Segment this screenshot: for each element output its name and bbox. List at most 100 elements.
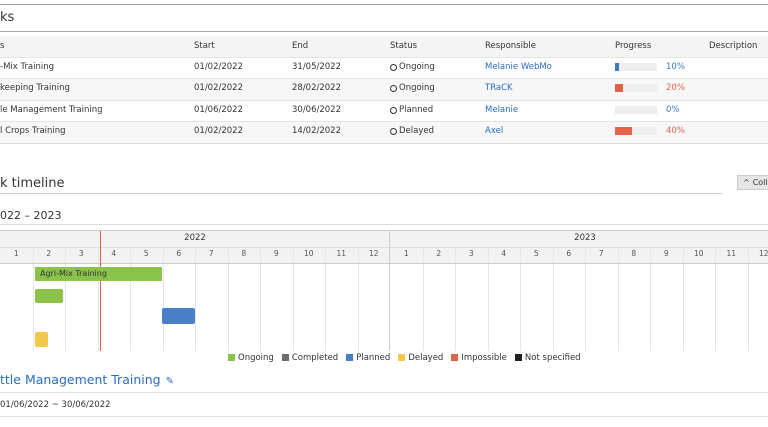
responsible-link[interactable]: TRaCK <box>485 83 513 94</box>
month-divider <box>715 247 716 351</box>
progress-label: 40% <box>666 125 685 136</box>
progress-track <box>615 105 657 114</box>
column-header: End <box>292 41 309 51</box>
cell-start: 01/06/2022 <box>194 104 243 115</box>
divider <box>0 224 768 225</box>
month-label: 9 <box>273 249 279 258</box>
month-label: 10 <box>693 249 704 258</box>
month-label: 2 <box>46 249 52 258</box>
month-label: 1 <box>403 249 409 258</box>
month-divider <box>552 247 554 351</box>
responsible-link[interactable]: Axel <box>485 125 504 136</box>
month-label: 8 <box>241 249 247 258</box>
legend-label: Planned <box>356 353 391 363</box>
cell-status: Ongoing <box>399 83 435 94</box>
header-divider <box>0 263 768 264</box>
today-line <box>100 231 101 351</box>
column-header: Status <box>390 41 418 51</box>
collapse-label: Colla <box>752 178 768 187</box>
month-divider <box>65 247 66 351</box>
column-header: Description <box>709 41 758 51</box>
row-border <box>0 99 768 101</box>
responsible-link[interactable]: Melanie WebMo <box>485 62 552 72</box>
legend-label: Completed <box>291 353 339 363</box>
month-label: 1 <box>13 249 19 258</box>
month-label: 9 <box>663 249 669 258</box>
month-divider <box>617 247 619 351</box>
cell-status: Delayed <box>399 125 435 136</box>
month-label: 5 <box>533 249 539 258</box>
row-border <box>0 78 768 80</box>
month-divider <box>357 247 359 351</box>
divider <box>0 143 768 144</box>
cell-start: 01/02/2022 <box>194 83 243 94</box>
legend-label: Impossible <box>461 353 507 363</box>
legend-label: Delayed <box>408 353 444 363</box>
divider <box>0 416 768 417</box>
cell-start: 01/02/2022 <box>194 125 243 136</box>
month-label: 6 <box>176 249 182 258</box>
detail-title[interactable]: ttle Management Training ✎ <box>0 372 174 387</box>
month-divider <box>162 247 164 351</box>
legend-swatch <box>281 354 289 361</box>
task-bar[interactable]: Agri-Mix Training <box>35 267 162 281</box>
status-icon <box>390 85 397 93</box>
month-label: 4 <box>501 249 507 258</box>
month-label: 3 <box>78 249 84 258</box>
month-divider <box>650 247 651 351</box>
progress-bar <box>615 126 632 135</box>
month-label: 11 <box>336 249 347 258</box>
month-label: 12 <box>368 249 379 258</box>
status-icon <box>390 106 397 114</box>
collapse-button[interactable]: ^Colla <box>737 175 768 190</box>
cell-start: 01/02/2022 <box>194 62 243 72</box>
cell-end: 14/02/2022 <box>292 125 341 136</box>
month-label: 5 <box>143 249 149 258</box>
month-label: 3 <box>468 249 474 258</box>
cell-status: Planned <box>399 104 434 115</box>
table-header <box>0 36 768 57</box>
month-label: 11 <box>726 249 737 258</box>
month-divider <box>130 247 131 351</box>
progress-track <box>615 63 657 71</box>
responsible-link[interactable]: Melanie <box>485 104 519 115</box>
legend-swatch <box>451 354 459 361</box>
divider <box>0 193 722 194</box>
month-label: 10 <box>303 249 314 258</box>
cell-task: -Mix Training <box>0 62 55 72</box>
timeline-title: k timeline <box>0 176 65 191</box>
row-border <box>0 57 768 58</box>
month-divider <box>747 247 749 351</box>
month-divider <box>32 247 34 351</box>
cell-status: Ongoing <box>399 62 435 72</box>
task-marker[interactable] <box>35 289 63 303</box>
month-divider <box>585 247 586 351</box>
month-divider <box>455 247 456 351</box>
progress-bar <box>615 63 620 71</box>
progress-track <box>615 84 657 93</box>
detail-separator: ~ <box>51 400 59 410</box>
detail-title-text: ttle Management Training <box>0 372 161 387</box>
progress-label: 20% <box>666 83 685 94</box>
section-title: ks <box>0 10 15 25</box>
progress-label: 10% <box>666 62 685 72</box>
cell-task: le Management Training <box>0 104 103 115</box>
year-divider <box>389 231 390 351</box>
month-label: 7 <box>598 249 604 258</box>
header-divider <box>0 247 768 248</box>
column-header: Start <box>194 41 215 51</box>
divider <box>0 31 768 32</box>
progress-track <box>615 126 657 135</box>
month-divider <box>682 247 684 351</box>
legend-swatch <box>346 354 354 361</box>
detail-dates: 01/06/2022 ~ 30/06/2022 <box>0 400 111 410</box>
month-label: 8 <box>631 249 637 258</box>
progress-label: 0% <box>666 104 680 115</box>
cell-end: 31/05/2022 <box>292 62 341 72</box>
legend-label: Ongoing <box>238 353 274 363</box>
timeline-range: 022 – 2023 <box>0 209 62 222</box>
task-marker[interactable] <box>162 308 195 324</box>
detail-start: 01/06/2022 <box>0 400 49 410</box>
task-marker[interactable] <box>35 332 48 347</box>
